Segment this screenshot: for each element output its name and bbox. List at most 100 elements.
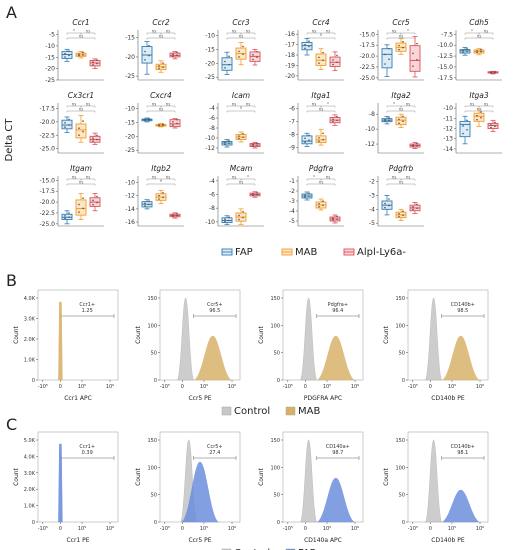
data-point <box>64 121 66 124</box>
data-point <box>480 111 482 113</box>
data-point <box>162 62 164 64</box>
legend-swatch <box>285 406 296 416</box>
data-point <box>252 143 254 146</box>
data-point <box>304 194 306 196</box>
data-point <box>308 192 310 195</box>
data-point <box>228 140 230 142</box>
data-point <box>158 65 160 67</box>
sig-bracket <box>66 37 96 40</box>
y-tick-label: -20 <box>125 133 135 140</box>
sig-bracket <box>80 105 96 108</box>
y-tick-label: 0 <box>154 378 157 384</box>
y-tick-label: 50 <box>399 493 405 499</box>
data-point <box>92 64 94 66</box>
data-point <box>256 191 258 194</box>
gate-percent: 96.5 <box>209 308 220 314</box>
sig-label: ns <box>86 174 91 179</box>
data-point <box>466 119 468 122</box>
box-mab <box>75 199 87 216</box>
data-point <box>388 58 390 61</box>
data-point <box>256 56 258 58</box>
sig-label: ns <box>326 174 331 179</box>
data-point <box>158 67 160 70</box>
sig-label: ns <box>232 174 237 179</box>
y-tick-label: -25.0 <box>39 146 55 153</box>
sig-label: ns <box>86 101 91 106</box>
x-tick-label: 0 <box>304 384 307 390</box>
y-tick-label: -12 <box>205 145 215 152</box>
data-point <box>412 206 414 208</box>
data-point <box>384 120 386 122</box>
sig-bracket <box>226 183 256 186</box>
data-point <box>494 125 496 128</box>
data-point <box>224 220 226 223</box>
data-point <box>228 55 230 58</box>
sig-label: ns <box>399 179 404 184</box>
gate-bracket <box>60 456 115 460</box>
y-tick-label: -10 <box>365 126 375 133</box>
data-point <box>82 130 84 133</box>
box-alpl-ly6a- <box>329 56 341 67</box>
sig-label: ns <box>392 174 397 179</box>
y-tick-label: 150 <box>147 296 157 302</box>
y-tick-label: -3 <box>369 192 375 199</box>
sig-label: ns <box>392 28 397 33</box>
y-tick-label: -19 <box>285 62 295 69</box>
y-tick-label: 3.0K <box>24 317 36 323</box>
data-point <box>92 140 94 142</box>
box-mab <box>75 123 87 139</box>
x-axis-label: Ccr1 APC <box>64 395 92 402</box>
sig-label: ns <box>326 28 331 33</box>
data-point <box>176 119 178 121</box>
gate-percent: 98.5 <box>457 308 468 314</box>
data-point <box>82 120 84 122</box>
data-point <box>68 212 70 214</box>
data-point <box>318 140 320 142</box>
data-point <box>238 50 240 53</box>
y-tick-label: 4.0K <box>24 296 36 302</box>
panel-label-c: C <box>6 415 17 434</box>
sig-bracket <box>386 110 416 113</box>
y-tick-label: -22.5 <box>39 210 55 217</box>
data-point <box>162 66 164 68</box>
data-point <box>68 54 70 57</box>
legend-label-mab: MAB <box>298 406 320 417</box>
data-point <box>322 59 324 62</box>
data-point <box>158 198 160 200</box>
plot-frame <box>159 289 241 381</box>
data-point <box>92 137 94 139</box>
x-axis-label: Ccr5 PE <box>188 537 211 544</box>
y-tick-label: -2 <box>369 179 375 186</box>
x-tick-label: 0 <box>429 526 432 532</box>
gene-title: Pdgfrb <box>389 164 414 173</box>
y-tick-label: 150 <box>270 438 280 444</box>
y-tick-label: -20 <box>285 73 295 80</box>
data-point <box>308 195 310 197</box>
x-tick-label: 0 <box>59 384 62 390</box>
data-point <box>158 124 160 126</box>
data-point <box>480 50 482 53</box>
x-axis-label: Ccr5 PE <box>188 395 211 402</box>
data-point <box>494 70 496 73</box>
x-tick-label: 10⁶ <box>228 384 236 390</box>
y-tick-label: -15 <box>125 119 135 126</box>
gene-title: Itgam <box>70 164 92 173</box>
data-point <box>82 54 84 56</box>
y-tick-label: -15.0 <box>359 31 375 38</box>
sig-bracket <box>146 110 176 113</box>
x-tick-label: -10⁵ <box>160 384 170 390</box>
data-point <box>402 214 404 216</box>
control-histogram <box>425 439 442 523</box>
x-tick-label: 10⁵ <box>448 384 456 390</box>
panel-label-b: B <box>6 271 17 290</box>
data-point <box>332 63 334 66</box>
sig-label: * <box>73 28 75 33</box>
gate-name: CD140b+ <box>451 302 475 308</box>
sig-label: ns <box>72 101 77 106</box>
y-tick-label: 0 <box>402 378 405 384</box>
